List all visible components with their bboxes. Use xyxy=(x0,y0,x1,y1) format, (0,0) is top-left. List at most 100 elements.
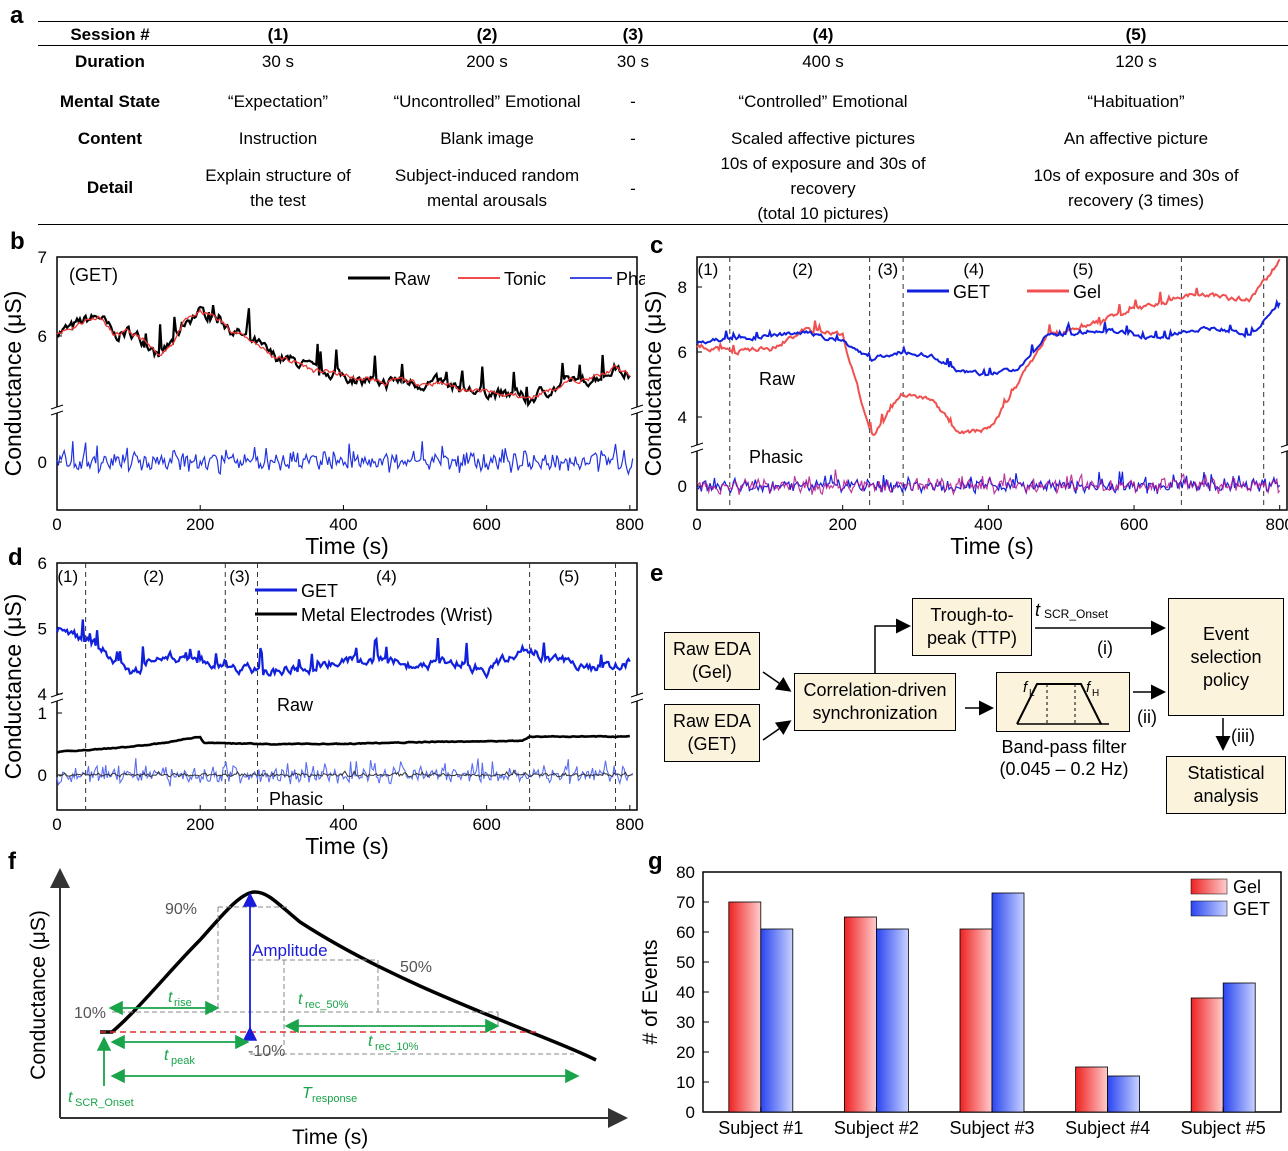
c-gel-line xyxy=(696,258,1281,436)
svg-text:L: L xyxy=(1029,688,1035,699)
g-xtick-label: Subject #2 xyxy=(834,1118,919,1138)
d-metal-raw-line xyxy=(56,734,630,754)
d-legend-label: GET xyxy=(301,581,338,601)
d-xtick-label: 600 xyxy=(472,815,500,834)
svg-text:t: t xyxy=(168,989,173,1006)
c-session-label: (5) xyxy=(1073,260,1094,279)
table-cell: (1) xyxy=(267,25,289,44)
g-xtick-label: Subject #1 xyxy=(718,1118,803,1138)
g-bar-gel xyxy=(728,901,762,1113)
g-ytick-label: 0 xyxy=(686,1103,695,1122)
d-ytick-label: 1 xyxy=(38,704,47,723)
d-session-label: (5) xyxy=(559,567,580,586)
b-raw-line xyxy=(56,304,631,408)
table-cell: 10s of exposure and 30s of recovery (tot… xyxy=(720,154,926,223)
g-legend-label: GET xyxy=(1233,899,1270,919)
f-ylabel: Conductance (μS) xyxy=(27,910,50,1080)
svg-text:SCR_Onset: SCR_Onset xyxy=(75,1097,134,1109)
c-session-label: (3) xyxy=(877,260,898,279)
panel-label-c: c xyxy=(650,232,664,259)
raw-eda-gel-box: Raw EDA (Gel) xyxy=(664,632,760,690)
table-cell: (4) xyxy=(812,25,834,44)
c-ytick-label: 4 xyxy=(678,408,687,427)
g-bar-get xyxy=(1107,1075,1141,1113)
c-get-line xyxy=(696,298,1281,377)
g-ytick-label: 50 xyxy=(676,953,695,972)
table-cell: 10s of exposure and 30s of recovery (3 t… xyxy=(1033,166,1239,210)
g-xtick-label: Subject #3 xyxy=(949,1118,1034,1138)
d-annotation-raw: Raw xyxy=(277,695,314,715)
d-ytick-label: 4 xyxy=(38,685,47,704)
c-xtick-label: 600 xyxy=(1120,515,1148,534)
b-phasic-line xyxy=(56,441,634,476)
g-legend-label: Gel xyxy=(1233,877,1261,897)
g-ytick-label: 30 xyxy=(676,1013,695,1032)
b-ytick-label: 7 xyxy=(38,248,47,267)
c-ytick-label: 0 xyxy=(678,477,687,496)
g-bar-gel xyxy=(1190,997,1224,1113)
sync-box: Correlation-driven synchronization xyxy=(794,673,956,731)
d-phasic-get-line xyxy=(56,758,634,787)
b-ytick-label: 0 xyxy=(38,453,47,472)
b-xtick-label: 800 xyxy=(616,515,644,534)
d-phasic-metal-line xyxy=(56,769,633,778)
d-annotation-phasic: Phasic xyxy=(269,789,323,809)
b-tonic-line xyxy=(56,308,631,400)
amplitude-label: Amplitude xyxy=(252,941,328,960)
c-session-label: (4) xyxy=(963,260,984,279)
c-plot-frame xyxy=(696,256,1288,511)
table-cell: - xyxy=(630,92,636,111)
b-xtick-label: 200 xyxy=(186,515,214,534)
b-xlabel: Time (s) xyxy=(305,533,388,559)
filter-caption: Band-pass filter (0.045 – 0.2 Hz) xyxy=(999,737,1129,779)
table-cell: - xyxy=(630,179,636,198)
d-ytick-label: 5 xyxy=(38,620,47,639)
d-get-raw-line xyxy=(55,619,631,680)
svg-text:t: t xyxy=(68,1089,73,1106)
diagram-arrows: t SCR_Onset (i) (ii) (iii) xyxy=(762,600,1255,751)
table-cell: (2) xyxy=(476,25,498,44)
c-session-label: (2) xyxy=(792,260,813,279)
g-ytick-label: 60 xyxy=(676,923,695,942)
b-legend-label: Phasic xyxy=(616,269,645,289)
chart-d: 0 200 400 600 800 Time (s) Conductance (μS) 6 5 4… xyxy=(0,554,644,859)
panel-label-a: a xyxy=(10,2,24,29)
b-break-mark xyxy=(630,404,644,410)
d-xtick-label: 0 xyxy=(52,815,61,834)
d-session-label: (1) xyxy=(57,567,78,586)
d-xtick-label: 400 xyxy=(329,815,357,834)
d-plot-frame xyxy=(56,562,638,811)
b-axis-break-left xyxy=(51,407,63,413)
d-ytick-label: 0 xyxy=(38,766,47,785)
g-xtick-label: Subject #4 xyxy=(1065,1118,1150,1138)
panel-label-f: f xyxy=(8,848,16,875)
svg-text:rec_10%: rec_10% xyxy=(375,1041,419,1053)
c-legend-label: GET xyxy=(953,282,990,302)
c-axis-break-left xyxy=(691,445,703,451)
g-bar-get xyxy=(760,928,794,1113)
table-cell: 30 s xyxy=(616,52,650,71)
svg-text:SCR_Onset: SCR_Onset xyxy=(1044,607,1109,621)
d-break-mark xyxy=(50,698,64,704)
table-cell: (3) xyxy=(622,25,644,44)
table-row-label: Duration xyxy=(75,52,145,71)
c-xtick-label: 400 xyxy=(974,515,1002,534)
c-break-mark xyxy=(1280,450,1288,454)
g-legend-swatch xyxy=(1190,900,1228,917)
arrow-label-ii: (ii) xyxy=(1137,707,1157,727)
b-ylabel: Conductance (μS) xyxy=(0,291,26,477)
d-ylabel: Conductance (μS) xyxy=(0,594,26,780)
g-ytick-label: 80 xyxy=(676,863,695,882)
b-legend-label: Raw xyxy=(394,269,431,289)
table-cell: “Uncontrolled” Emotional xyxy=(393,92,581,111)
table-bottom-rule xyxy=(38,224,1288,225)
d-ytick-label: 6 xyxy=(38,554,47,573)
c-session-label: (1) xyxy=(698,260,719,279)
c-xtick-label: 0 xyxy=(692,515,701,534)
table-cell: Instruction xyxy=(238,129,318,148)
table-cell: 120 s xyxy=(1115,52,1157,71)
svg-text:H: H xyxy=(1092,688,1099,699)
svg-text:t: t xyxy=(368,1033,373,1050)
svg-text:peak: peak xyxy=(171,1055,195,1067)
b-axis-break-right xyxy=(631,407,643,413)
